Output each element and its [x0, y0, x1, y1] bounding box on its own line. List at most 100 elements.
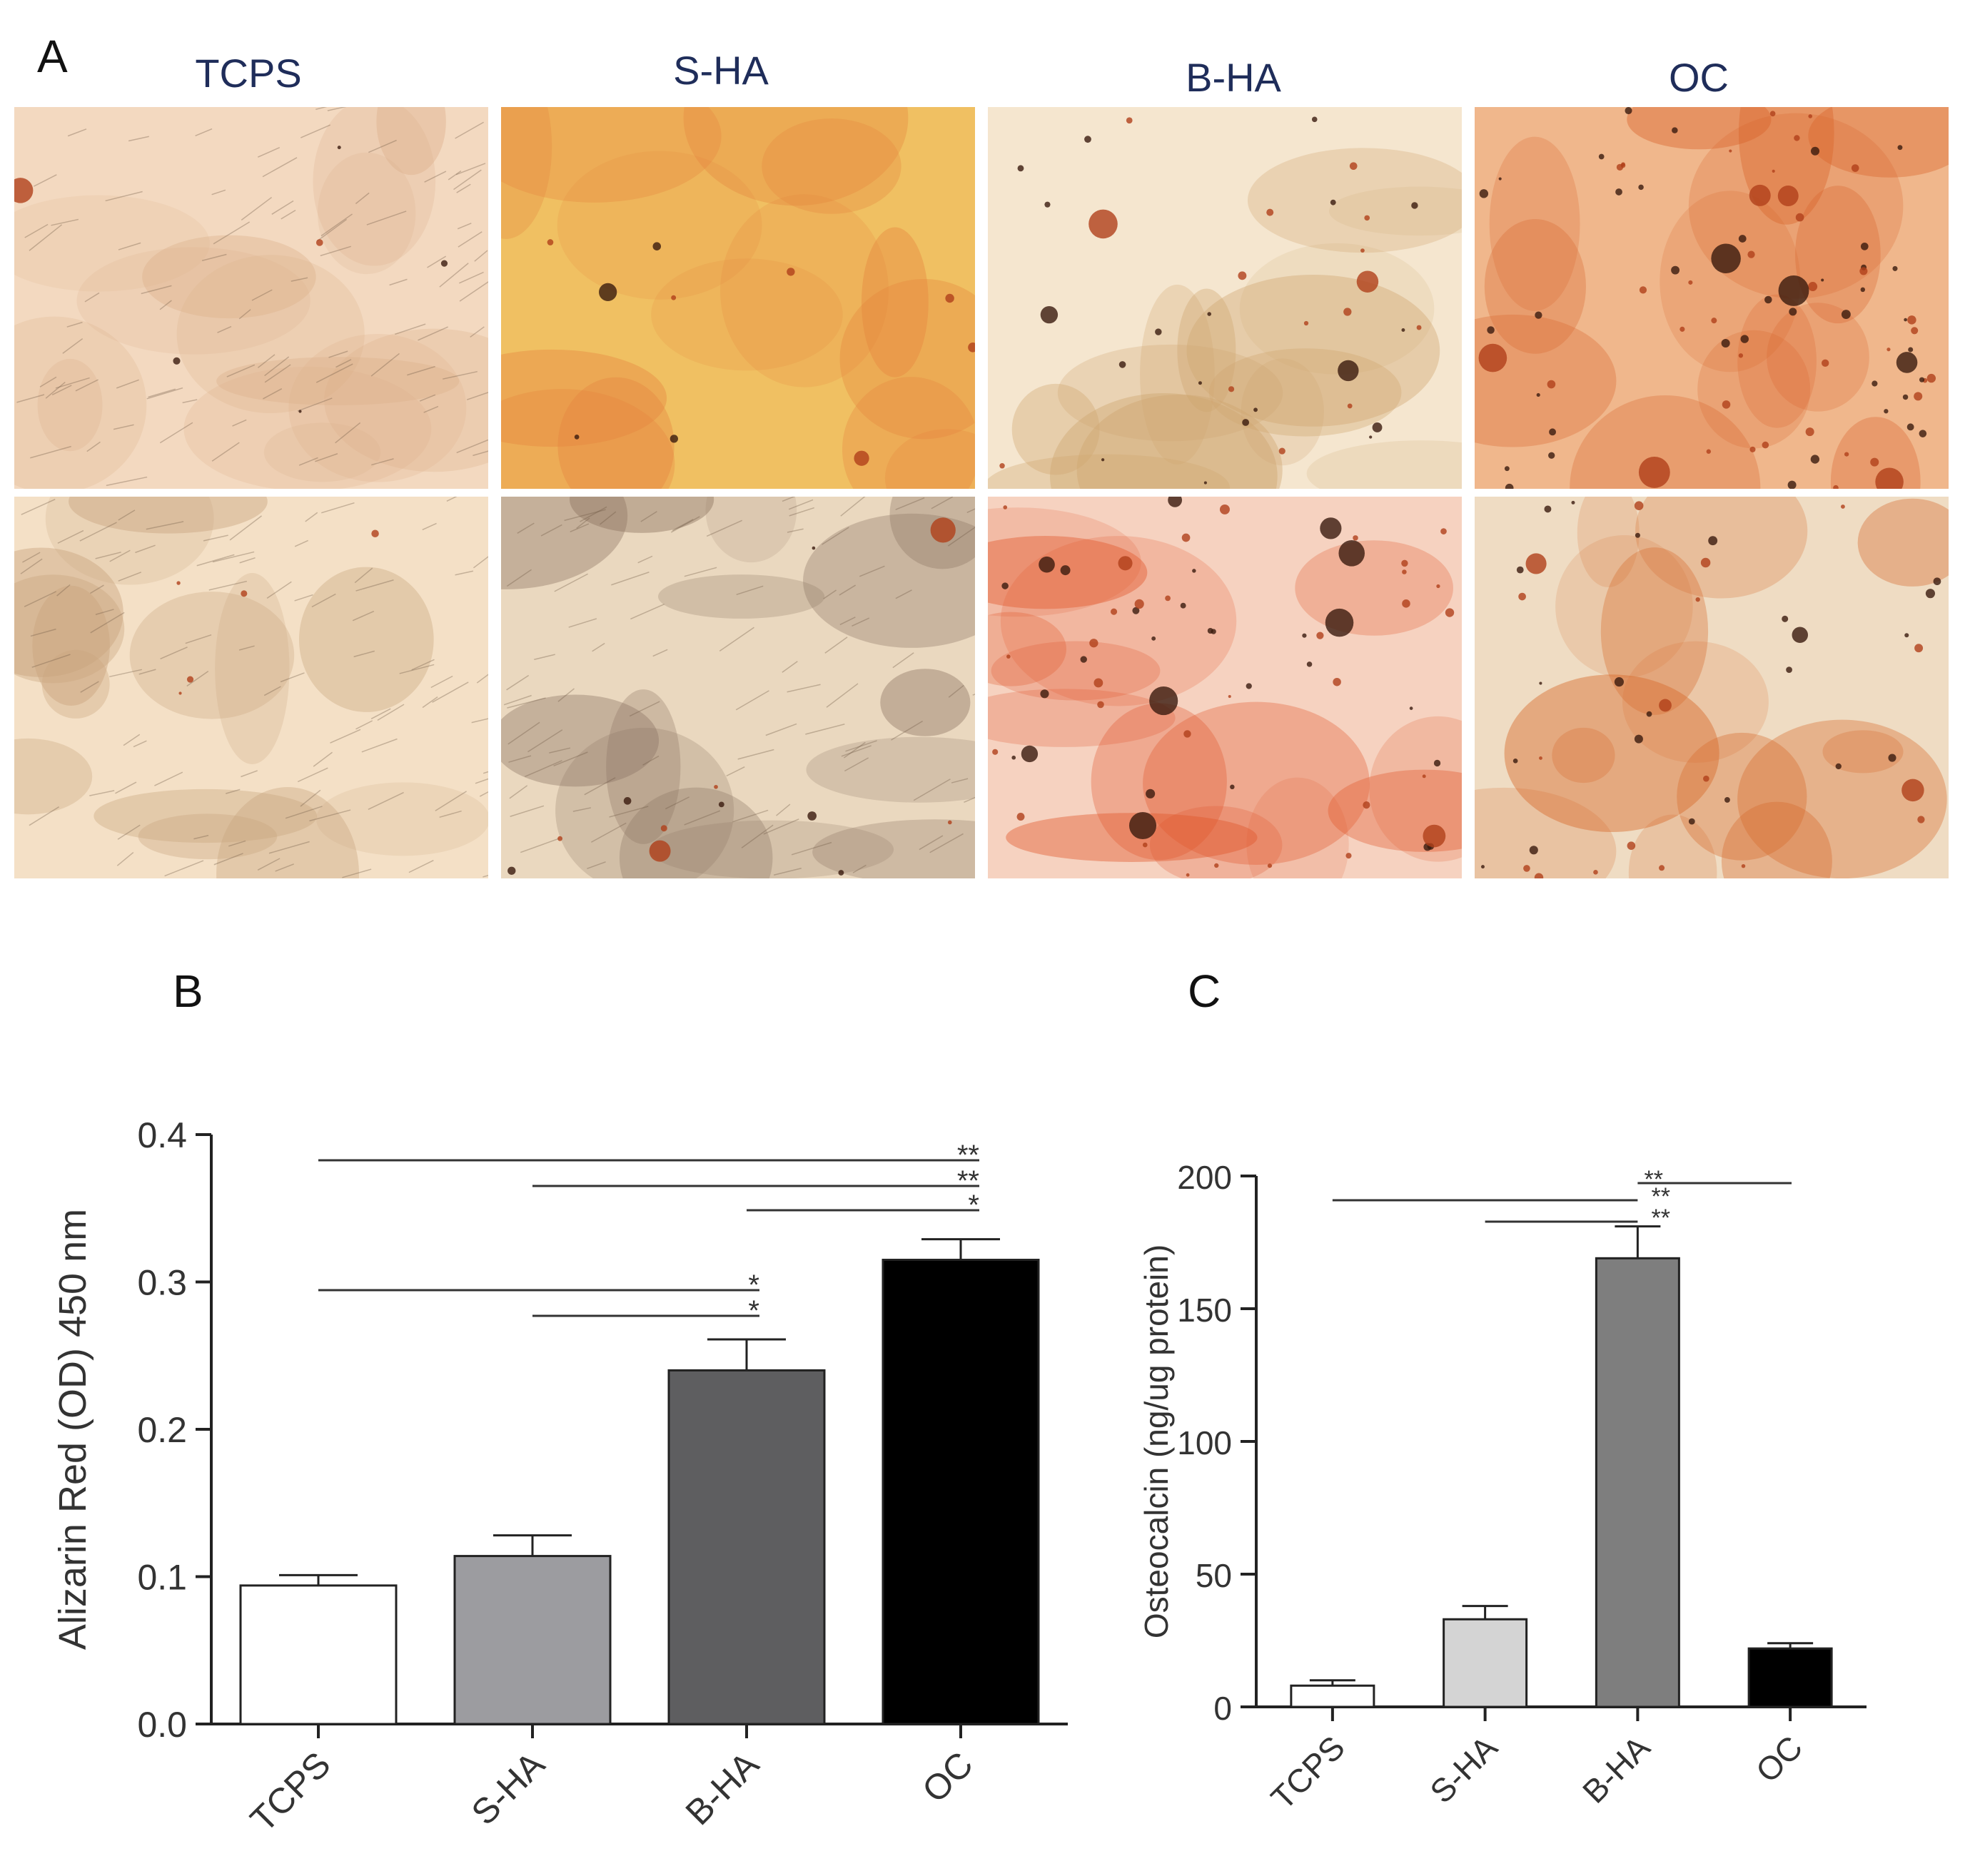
- significance-marker: **: [957, 1140, 979, 1171]
- y-tick-label: 100: [1177, 1424, 1232, 1461]
- cell-fiber: [824, 637, 848, 654]
- mineral-deposit: [1021, 745, 1039, 763]
- mineral-deposit: [1708, 536, 1718, 546]
- mineral-deposit: [1902, 394, 1909, 400]
- cell-fiber: [568, 618, 597, 628]
- cell-fiber: [211, 189, 226, 196]
- cell-fiber: [79, 522, 117, 542]
- mineral-deposit: [1242, 419, 1250, 426]
- cell-fiber: [892, 652, 914, 669]
- cell-fiber: [118, 572, 142, 582]
- mineral-deposit: [652, 242, 662, 250]
- cell-fiber: [773, 868, 802, 876]
- cell-fiber: [456, 439, 488, 454]
- stain-patch: [884, 429, 975, 489]
- mineral-deposit: [1306, 661, 1313, 667]
- cell-fiber: [791, 841, 832, 856]
- stain-patch: [316, 782, 488, 856]
- stain-patch: [1177, 288, 1236, 412]
- significance-marker: **: [1645, 1166, 1663, 1193]
- cell-fiber: [776, 803, 791, 816]
- cell-fiber: [652, 649, 668, 657]
- stain-patch: [138, 813, 278, 860]
- cell-fiber: [630, 604, 665, 620]
- micrograph-background: [14, 497, 488, 878]
- mineral-deposit: [854, 450, 869, 466]
- cell-fiber: [116, 851, 134, 866]
- cell-fiber: [186, 670, 209, 687]
- cell-fiber: [201, 253, 227, 262]
- mineral-deposit: [1311, 116, 1318, 123]
- stain-patch: [988, 689, 1176, 747]
- cell-fiber: [39, 376, 57, 387]
- stain-patch: [1795, 186, 1881, 324]
- mineral-deposit: [186, 676, 194, 683]
- cell-fiber: [138, 669, 156, 675]
- cell-fiber: [30, 445, 71, 459]
- mineral-deposit: [1088, 209, 1118, 239]
- mineral-deposit: [1679, 326, 1685, 332]
- stain-patch: [14, 738, 93, 815]
- cell-fiber: [929, 833, 964, 853]
- stain-patch: [1635, 497, 1808, 599]
- cell-fiber: [852, 617, 870, 627]
- mineral-deposit: [176, 581, 181, 585]
- cell-fiber: [89, 790, 115, 796]
- cell-fiber: [572, 807, 591, 812]
- cell-fiber: [241, 196, 273, 221]
- mineral-deposit: [1700, 557, 1711, 568]
- cell-fiber: [737, 749, 774, 760]
- cell-fiber: [271, 200, 294, 215]
- stain-patch: [324, 328, 488, 472]
- micrograph-background: [988, 107, 1462, 489]
- cell-fiber: [609, 806, 649, 818]
- cell-fiber: [510, 805, 545, 817]
- mineral-deposit: [1711, 243, 1741, 273]
- cell-fiber: [300, 789, 321, 807]
- cell-fiber: [238, 309, 251, 320]
- mineral-deposit: [1525, 553, 1547, 574]
- stain-patch: [37, 358, 103, 452]
- cell-fiber: [789, 507, 815, 517]
- cell-fiber: [185, 634, 212, 644]
- stain-patch: [1057, 344, 1283, 442]
- micrograph-background: [1475, 107, 1949, 489]
- stain-patch: [32, 585, 110, 706]
- cell-fiber: [164, 860, 204, 877]
- cell-fiber: [228, 840, 246, 847]
- cell-fiber: [435, 791, 467, 811]
- y-tick-label: 0.4: [137, 1115, 187, 1155]
- cell-fiber: [765, 723, 797, 736]
- mineral-deposit: [1841, 505, 1845, 509]
- mineral-deposit: [1183, 730, 1191, 738]
- y-tick-label: 150: [1177, 1292, 1232, 1329]
- mineral-deposit: [1901, 779, 1924, 802]
- mineral-deposit: [1548, 452, 1555, 459]
- cell-fiber: [106, 476, 148, 487]
- cell-fiber: [473, 450, 488, 457]
- cell-fiber: [370, 708, 391, 719]
- cell-fiber: [557, 688, 575, 702]
- mineral-deposit: [1402, 569, 1407, 574]
- mineral-deposit: [1810, 455, 1820, 464]
- mineral-deposit: [1060, 565, 1071, 576]
- cell-fiber: [285, 806, 323, 819]
- cell-fiber: [411, 659, 435, 671]
- cell-fiber: [320, 245, 351, 257]
- mineral-deposit: [623, 797, 632, 805]
- mineral-deposit: [1914, 644, 1924, 653]
- cell-fiber: [352, 610, 375, 622]
- cell-fiber: [408, 859, 434, 873]
- stain-patch: [1295, 540, 1453, 636]
- mineral-deposit: [1149, 686, 1178, 716]
- mineral-deposit: [1749, 184, 1771, 206]
- micrograph-texture: [988, 107, 1462, 489]
- mineral-deposit: [1302, 633, 1307, 638]
- cell-fiber: [377, 704, 405, 721]
- cell-fiber: [213, 221, 251, 245]
- stain-patch: [1475, 787, 1617, 878]
- cell-fiber: [196, 554, 235, 567]
- cell-fiber: [823, 589, 837, 599]
- stain-patch: [1555, 534, 1693, 678]
- micrograph-s-ha-bottom: [501, 497, 975, 878]
